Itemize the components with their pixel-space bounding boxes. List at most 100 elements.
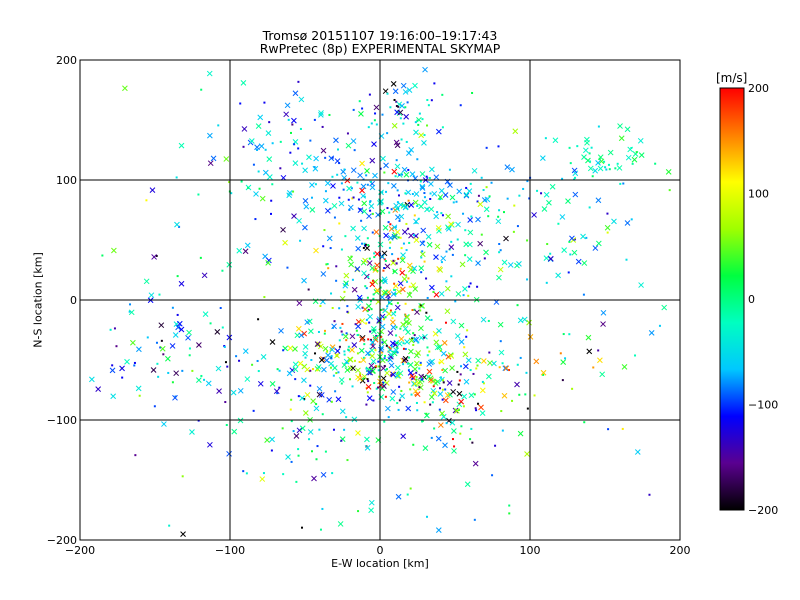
data-point-cross (501, 392, 508, 399)
data-point-dot (282, 349, 285, 352)
data-point-dot (386, 92, 389, 95)
data-point-dot (347, 198, 350, 201)
data-point-dot (405, 274, 408, 277)
data-point-dot (203, 378, 206, 381)
data-point-dot (607, 428, 610, 431)
data-point-cross (421, 140, 427, 146)
data-point-dot (464, 254, 467, 257)
data-point-cross (236, 247, 243, 254)
data-point-cross (178, 142, 185, 149)
data-point-dot (406, 493, 409, 496)
data-point-cross (149, 187, 156, 193)
data-point-cross (366, 395, 373, 401)
data-point-dot (238, 359, 241, 362)
data-point-cross (355, 430, 361, 436)
data-point-dot (308, 438, 311, 441)
data-point-dot (340, 439, 343, 442)
data-point-dot (411, 377, 414, 380)
data-point-dot (311, 450, 313, 453)
data-point-dot (408, 241, 411, 244)
data-point-cross (240, 80, 247, 86)
data-point-cross (459, 261, 466, 268)
data-point-dot (583, 421, 586, 424)
data-point-dot (400, 138, 403, 141)
data-point-cross (366, 260, 373, 266)
data-point-dot (295, 480, 298, 483)
data-point-cross (328, 155, 335, 162)
data-point-dot (388, 301, 391, 304)
data-point-cross (292, 160, 299, 166)
data-point-dot (309, 384, 312, 387)
data-point-cross (408, 348, 414, 355)
data-point-cross (384, 370, 390, 376)
data-point-dot (634, 354, 637, 357)
data-point-dot (375, 334, 378, 337)
data-point-dot (270, 199, 273, 202)
data-point-dot (549, 252, 552, 255)
data-point-dot (324, 450, 327, 453)
data-point-cross (479, 387, 486, 394)
data-point-cross (359, 318, 366, 324)
data-point-cross (301, 330, 308, 337)
data-point-cross (365, 384, 372, 390)
data-point-dot (199, 256, 202, 259)
data-point-cross (231, 428, 238, 435)
data-point-cross (467, 229, 474, 236)
data-point-dot (282, 473, 285, 476)
data-point-dot (396, 189, 399, 192)
data-point-dot (400, 247, 403, 250)
data-point-dot (351, 385, 354, 388)
data-point-cross (299, 425, 306, 432)
data-point-cross (241, 126, 248, 132)
data-point-cross (543, 255, 550, 261)
data-point-dot (376, 269, 379, 272)
data-point-dot (292, 190, 295, 193)
data-point-dot (171, 381, 174, 384)
data-point-cross (405, 329, 411, 336)
data-point-cross (370, 325, 377, 332)
data-point-dot (346, 132, 349, 135)
data-point-cross (439, 410, 445, 417)
data-point-cross (285, 454, 291, 460)
data-point-cross (302, 224, 308, 231)
data-point-dot (345, 332, 348, 335)
data-point-cross (207, 132, 213, 139)
data-point-dot (370, 122, 373, 125)
data-point-cross (148, 292, 155, 299)
data-point-cross (403, 204, 409, 210)
data-point-cross (357, 172, 363, 179)
data-point-cross (226, 334, 233, 341)
data-point-dot (597, 125, 600, 128)
data-point-cross (592, 167, 599, 174)
data-point-dot (361, 107, 364, 110)
data-point-dot (242, 470, 245, 473)
data-point-dot (176, 275, 179, 278)
data-point-cross (267, 174, 273, 180)
data-point-cross (265, 130, 272, 136)
data-point-cross (297, 360, 304, 367)
data-point-dot (568, 146, 571, 149)
data-point-cross (435, 435, 442, 442)
data-point-cross (405, 189, 412, 196)
data-point-cross (547, 255, 554, 262)
data-point-dot (605, 168, 608, 171)
data-point-dot (343, 168, 346, 171)
data-point-cross (172, 394, 178, 401)
data-point-dot (562, 333, 565, 336)
data-point-dot (476, 364, 479, 367)
data-point-dot (289, 408, 292, 411)
data-point-dot (313, 118, 316, 121)
data-point-cross (406, 292, 413, 298)
data-point-cross (434, 344, 441, 351)
data-point-dot (315, 458, 318, 461)
data-point-dot (513, 204, 516, 207)
data-point-cross (543, 191, 550, 198)
data-point-cross (388, 351, 395, 358)
data-point-cross (478, 404, 484, 411)
data-point-cross (205, 380, 212, 387)
data-point-cross (374, 251, 381, 257)
data-point-dot (290, 398, 293, 401)
data-point-cross (394, 372, 401, 379)
data-point-dot (230, 192, 233, 195)
data-point-cross (419, 240, 426, 247)
